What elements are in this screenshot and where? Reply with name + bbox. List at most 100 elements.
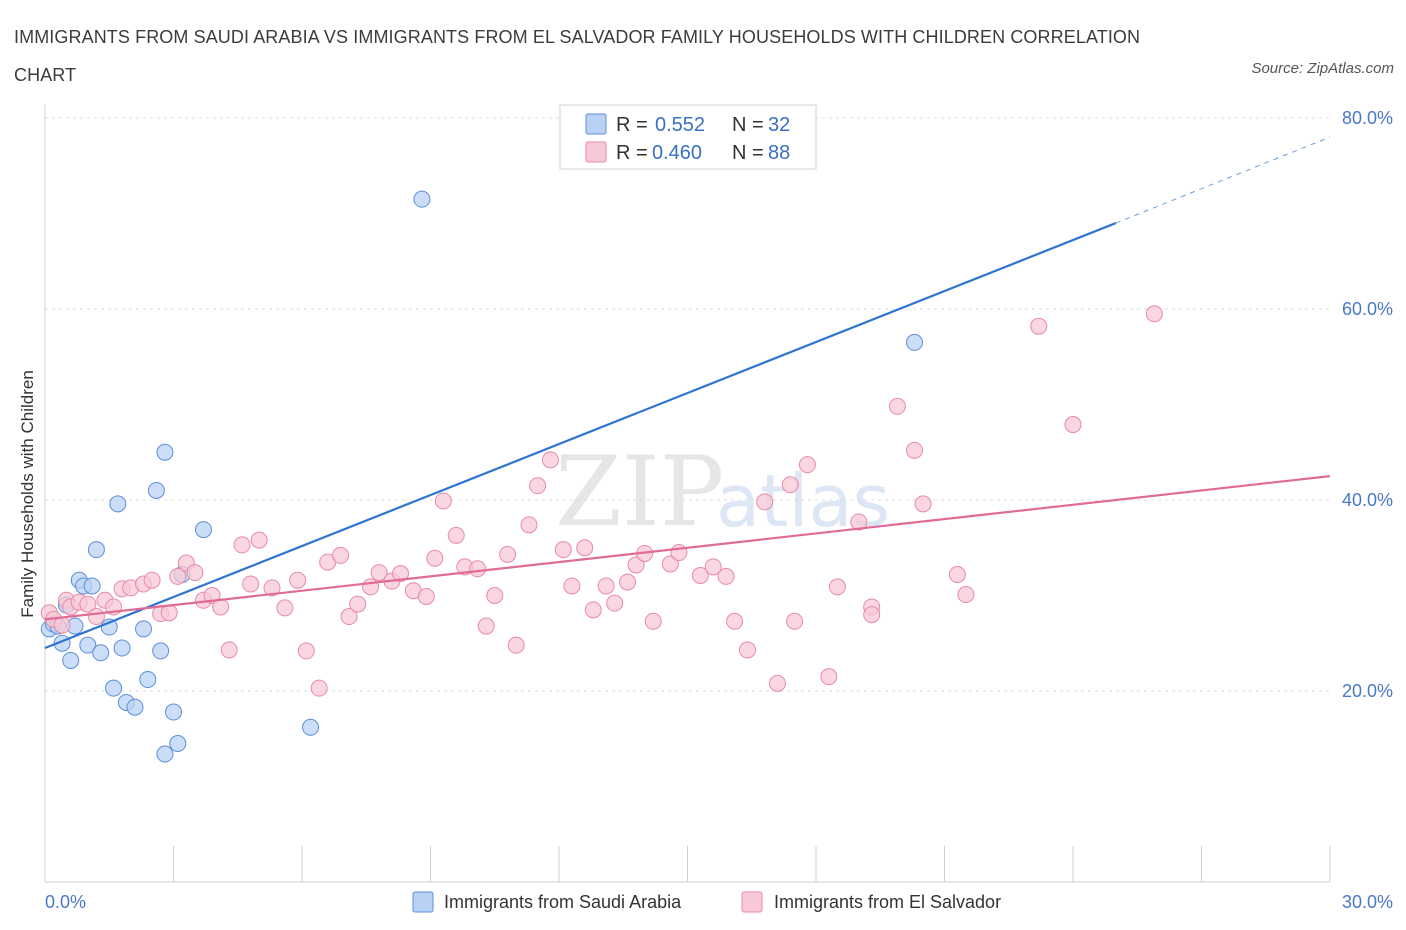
point-series0-10 — [83, 577, 101, 595]
legend-r-label-saudi: R = — [616, 114, 648, 136]
point-series1-69 — [738, 641, 756, 659]
point-series1-22 — [220, 641, 238, 659]
point-series0-20 — [139, 671, 157, 689]
point-series0-5 — [62, 651, 80, 669]
point-series1-55 — [576, 539, 594, 557]
point-series1-18 — [186, 564, 204, 582]
trend-line-series0 — [44, 222, 1117, 650]
point-series1-77 — [850, 513, 868, 531]
point-series1-36 — [370, 564, 388, 582]
point-series0-30 — [413, 190, 431, 208]
point-series1-13 — [143, 571, 161, 589]
point-series1-35 — [362, 578, 380, 596]
point-series1-24 — [242, 575, 260, 593]
point-series0-12 — [92, 644, 110, 662]
point-series0-19 — [135, 620, 153, 638]
point-series1-26 — [263, 579, 281, 597]
bottom-legend-label-saudi-arabia: Immigrants from Saudi Arabia — [444, 892, 682, 912]
point-series1-25 — [250, 531, 268, 549]
point-series1-63 — [661, 555, 679, 573]
point-series0-16 — [113, 639, 131, 657]
point-series1-42 — [434, 492, 452, 510]
point-series1-58 — [606, 594, 624, 612]
point-series1-46 — [477, 617, 495, 635]
legend-r-value-saudi: 0.552 — [655, 114, 705, 136]
point-series0-25 — [169, 735, 187, 753]
point-series1-67 — [717, 567, 735, 585]
bottom-legend-swatch-el-salvador — [741, 891, 763, 913]
y-tick-label-0: 20.0% — [1342, 681, 1393, 701]
point-series1-50 — [520, 516, 538, 534]
point-series0-9 — [79, 636, 97, 654]
point-series1-27 — [276, 599, 294, 617]
x-tick-label-1: 30.0% — [1342, 892, 1393, 912]
y-tick-labels: 20.0% 40.0% 60.0% 80.0% — [1342, 108, 1393, 701]
point-series1-40 — [417, 587, 435, 605]
point-series0-31 — [906, 333, 924, 351]
point-series0-28 — [194, 521, 212, 539]
point-series1-79 — [888, 397, 906, 415]
point-series1-62 — [644, 612, 662, 630]
point-series1-83 — [948, 565, 966, 583]
point-series1-85 — [1030, 317, 1048, 335]
legend-r-value-salvador: 0.460 — [652, 142, 702, 164]
point-series1-51 — [529, 477, 547, 495]
point-series1-82 — [914, 495, 932, 513]
point-series1-43 — [447, 526, 465, 544]
point-series1-41 — [426, 549, 444, 567]
point-series1-86 — [1064, 416, 1082, 434]
point-series1-65 — [691, 566, 709, 584]
legend-n-value-salvador: 88 — [768, 142, 790, 164]
bottom-legend-label-el-salvador: Immigrants from El Salvador — [774, 892, 1001, 912]
point-series0-22 — [152, 642, 170, 660]
watermark-zip: ZIP — [555, 436, 724, 548]
source-credit: Source: ZipAtlas.com — [1251, 60, 1394, 77]
point-series1-59 — [619, 573, 637, 591]
point-series0-18 — [126, 698, 144, 716]
trend-lines — [44, 136, 1331, 650]
point-series1-64 — [670, 544, 688, 562]
chart-title: IMMIGRANTS FROM SAUDI ARABIA VS IMMIGRAN… — [14, 27, 1141, 85]
point-series1-47 — [486, 587, 504, 604]
point-series0-21 — [147, 481, 165, 499]
point-series1-7 — [87, 608, 105, 626]
point-series1-38 — [392, 565, 410, 583]
point-series1-29 — [297, 642, 315, 660]
point-series1-34 — [349, 595, 367, 613]
point-series1-49 — [507, 636, 525, 654]
point-series1-75 — [820, 668, 838, 686]
point-series1-66 — [704, 558, 722, 576]
point-series1-23 — [233, 536, 251, 554]
legend-n-label-salvador: N = — [732, 142, 764, 164]
point-series0-14 — [105, 679, 123, 697]
series-legend: Immigrants from Saudi Arabia Immigrants … — [412, 891, 1001, 913]
point-series1-30 — [310, 679, 328, 697]
point-series1-28 — [289, 571, 307, 589]
point-series0-27 — [156, 745, 174, 763]
point-series1-73 — [786, 612, 804, 630]
point-series1-74 — [798, 456, 816, 474]
y-tick-label-3: 80.0% — [1342, 108, 1393, 128]
point-series0-15 — [109, 495, 127, 513]
x-tick-labels: 0.0% 30.0% — [45, 892, 1393, 912]
legend-r-label-salvador: R = — [616, 142, 648, 164]
legend-swatch-el-salvador — [585, 141, 607, 163]
point-series1-16 — [169, 567, 187, 585]
point-series0-29 — [302, 718, 320, 736]
point-series1-57 — [597, 577, 615, 595]
y-axis-label: Family Households with Children — [18, 370, 37, 618]
point-series1-6 — [79, 595, 97, 613]
point-series1-2 — [53, 616, 71, 634]
legend-n-label-saudi: N = — [732, 114, 764, 136]
series-el-salvador-points — [40, 305, 1163, 697]
point-series1-60 — [627, 556, 645, 574]
bottom-legend-swatch-saudi-arabia — [412, 891, 434, 913]
point-series1-70 — [756, 493, 774, 511]
point-series1-81 — [906, 441, 924, 459]
legend-swatch-saudi-arabia — [585, 113, 607, 135]
point-series0-24 — [165, 703, 182, 721]
point-series1-72 — [781, 476, 799, 494]
legend-n-value-saudi: 32 — [768, 114, 790, 136]
point-series1-54 — [563, 577, 581, 595]
